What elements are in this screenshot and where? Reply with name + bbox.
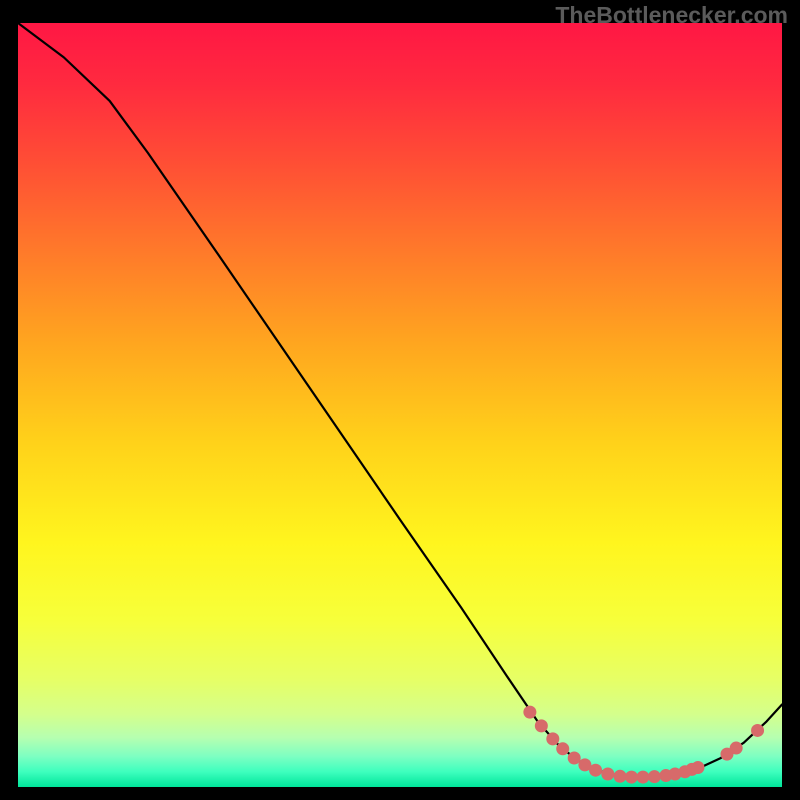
chart-root: TheBottlenecker.com <box>0 0 800 800</box>
data-marker <box>556 742 569 755</box>
data-marker <box>535 719 548 732</box>
data-marker <box>589 764 602 777</box>
data-marker <box>625 771 638 784</box>
data-marker <box>523 706 536 719</box>
watermark-text: TheBottlenecker.com <box>555 2 788 29</box>
data-marker <box>691 761 704 774</box>
data-marker <box>568 751 581 764</box>
data-marker <box>636 771 649 784</box>
data-marker <box>614 770 627 783</box>
data-marker <box>601 768 614 781</box>
data-marker <box>546 732 559 745</box>
data-marker <box>730 742 743 755</box>
bottleneck-curve-chart <box>0 0 800 800</box>
data-marker <box>751 724 764 737</box>
data-marker <box>648 770 661 783</box>
gradient-background <box>18 23 782 787</box>
